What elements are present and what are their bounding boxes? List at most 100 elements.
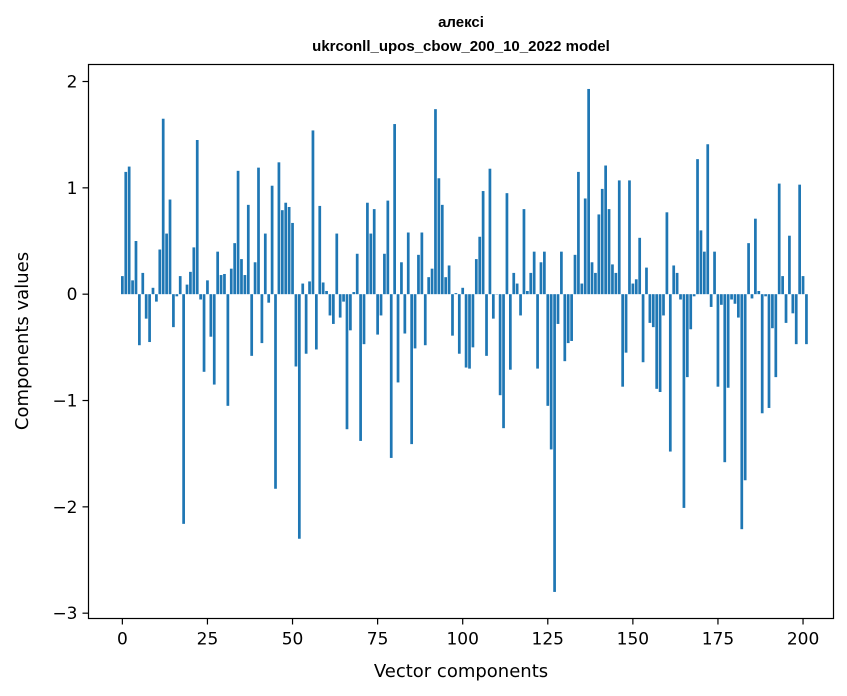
bar [549, 294, 553, 450]
bar [332, 294, 335, 324]
bar [454, 293, 458, 295]
x-tick-label: 200 [787, 630, 819, 650]
bar [284, 202, 288, 295]
bar [277, 162, 281, 295]
bar [481, 191, 485, 295]
bar [638, 237, 642, 295]
bar [471, 294, 475, 348]
x-tick-label: 125 [532, 630, 564, 650]
bar [645, 267, 648, 295]
bar [355, 253, 359, 295]
bar [131, 280, 134, 295]
bar [648, 294, 652, 323]
bar [801, 276, 805, 295]
bar [413, 294, 417, 349]
y-tick-label: −2 [52, 498, 77, 518]
bar [440, 204, 444, 295]
bar [621, 294, 625, 387]
bar [512, 272, 516, 295]
bar [318, 205, 322, 295]
bar [491, 294, 495, 319]
bar [267, 294, 271, 303]
bar [515, 283, 519, 295]
bar [138, 294, 141, 346]
bar [767, 294, 771, 408]
bar [532, 251, 536, 295]
bar [658, 294, 662, 393]
bar [212, 294, 216, 385]
chart-subtitle: ukrconll_upos_cbow_200_10_2022 model [312, 38, 610, 55]
bar [457, 294, 461, 354]
bar [614, 272, 618, 295]
bar [740, 294, 744, 530]
bar [757, 290, 761, 295]
bar [338, 294, 342, 318]
bar [243, 275, 247, 295]
bar [696, 159, 699, 295]
bar [706, 144, 710, 295]
bar [195, 140, 199, 295]
bar [631, 283, 635, 295]
bar [417, 254, 420, 295]
bar [410, 294, 414, 445]
bar [161, 118, 165, 295]
bar [175, 294, 179, 297]
bar [655, 294, 659, 389]
bar [223, 273, 226, 295]
bar [134, 241, 138, 295]
bar [764, 294, 767, 297]
bar [781, 276, 784, 295]
y-axis-label: Components values [12, 252, 33, 430]
bar [209, 294, 213, 337]
bar [536, 294, 539, 369]
bar [651, 294, 655, 328]
bar [311, 130, 315, 295]
bar [747, 243, 750, 295]
bar [294, 294, 298, 367]
bar [263, 233, 267, 295]
bar [297, 294, 301, 539]
bar [335, 233, 339, 295]
bar [485, 294, 488, 356]
bar [580, 283, 584, 295]
x-tick-label: 50 [282, 630, 304, 650]
bar [675, 272, 679, 295]
bar [199, 294, 202, 300]
bar [240, 259, 243, 295]
bar [226, 294, 230, 406]
bar [539, 262, 543, 295]
bar [682, 294, 686, 508]
plot-frame [87, 63, 835, 620]
bar [543, 251, 546, 295]
bar [430, 268, 434, 295]
bar [144, 294, 148, 319]
bar [566, 294, 570, 344]
x-axis-ticks: 0 25 50 75 100 125 150 175 200 [117, 618, 819, 650]
bar [165, 233, 168, 295]
bar [546, 294, 550, 406]
bar [192, 247, 196, 295]
bar [628, 180, 631, 295]
bar [202, 294, 206, 372]
bar [689, 294, 693, 330]
x-tick-label: 0 [117, 630, 128, 650]
bar [672, 265, 676, 295]
bar [308, 281, 311, 295]
bar [270, 185, 274, 295]
bar [771, 294, 774, 329]
bar [505, 193, 509, 295]
bar [291, 222, 294, 295]
bar [522, 209, 526, 295]
bar [158, 249, 162, 295]
bar [447, 265, 451, 295]
bar [379, 294, 383, 316]
bar [723, 294, 727, 463]
bar [148, 294, 151, 343]
bar [229, 268, 233, 295]
bar [151, 287, 155, 295]
bar [774, 294, 778, 378]
bar [685, 294, 689, 378]
bar [594, 272, 597, 295]
bar [250, 294, 254, 356]
